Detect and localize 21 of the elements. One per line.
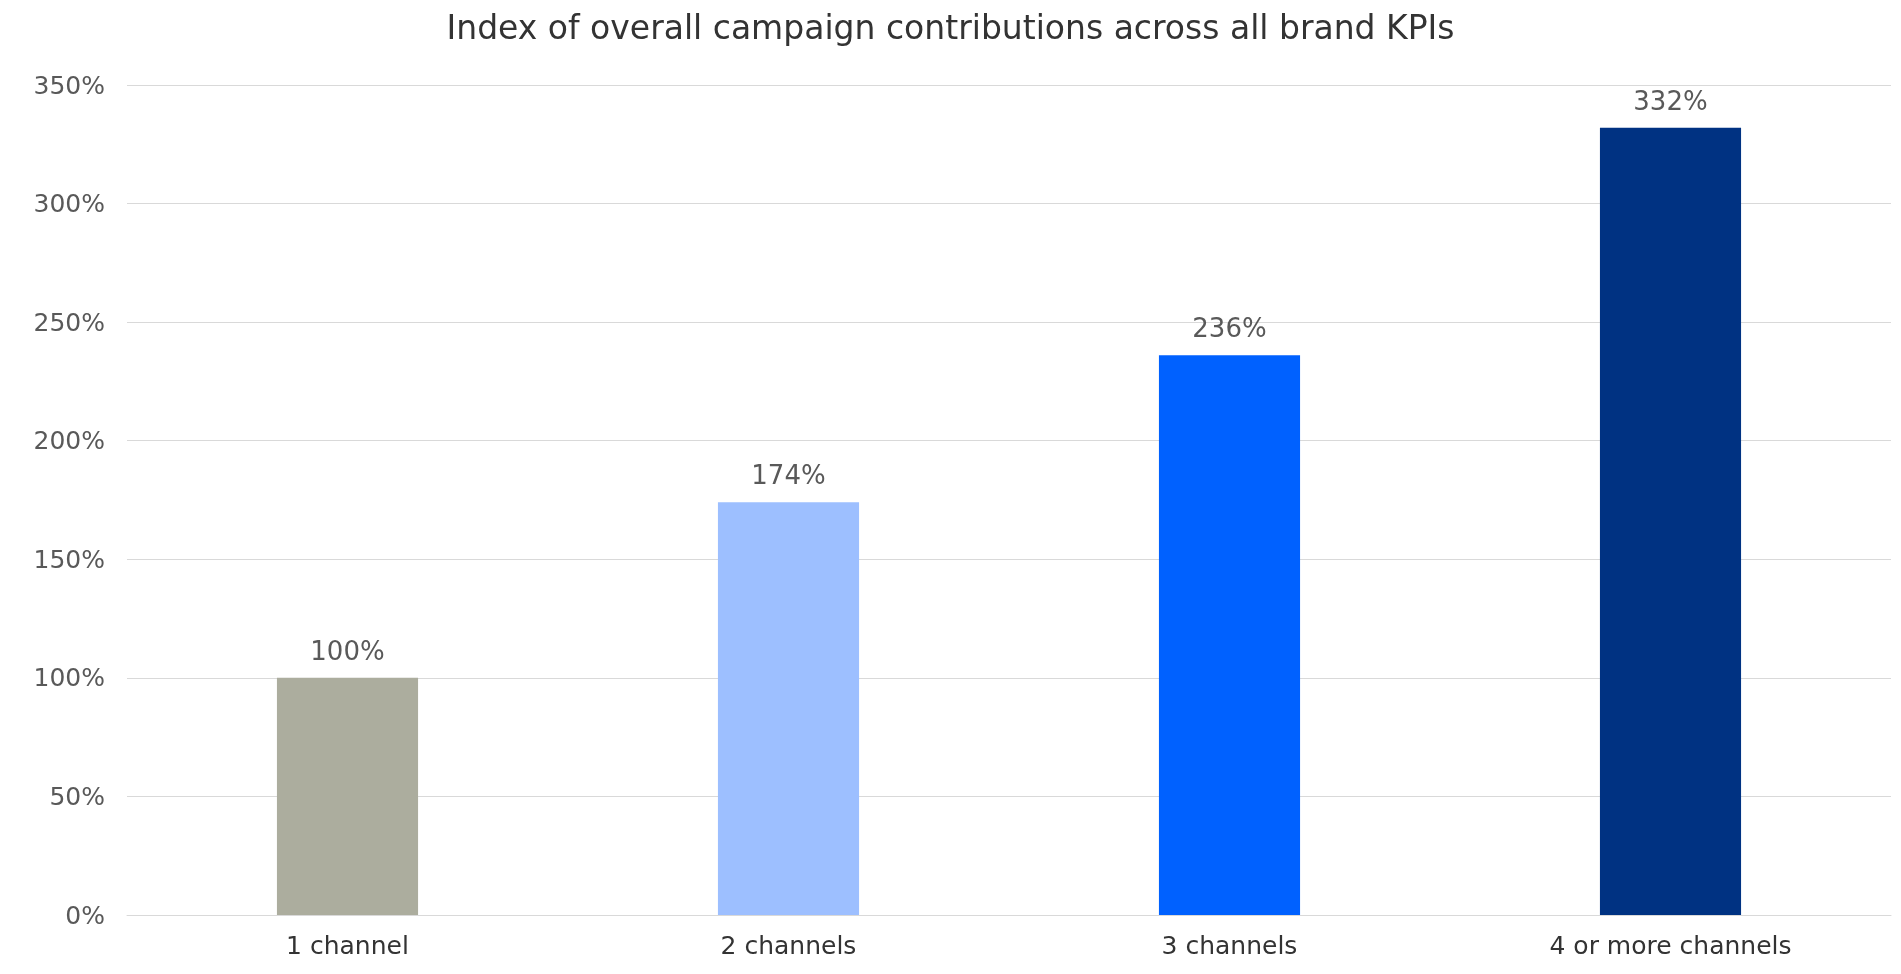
chart-title: Index of overall campaign contributions across all brand KPIs bbox=[446, 8, 1455, 47]
bar bbox=[717, 502, 860, 915]
bar bbox=[1158, 355, 1301, 915]
data-label: 236% bbox=[1192, 313, 1267, 344]
x-tick-label: 4 or more channels bbox=[1549, 931, 1792, 960]
y-tick-label: 250% bbox=[33, 307, 105, 337]
y-tick-label: 200% bbox=[33, 426, 105, 456]
x-tick-label: 2 channels bbox=[720, 931, 857, 960]
data-label: 174% bbox=[751, 460, 826, 491]
x-tick-label: 3 channels bbox=[1161, 931, 1298, 960]
y-tick-label: 300% bbox=[33, 189, 105, 219]
y-tick-label: 350% bbox=[33, 70, 105, 100]
data-label: 100% bbox=[310, 635, 385, 666]
y-tick-label: 150% bbox=[33, 544, 105, 574]
y-tick-label: 0% bbox=[65, 900, 105, 930]
bar bbox=[1599, 127, 1742, 915]
data-label: 332% bbox=[1633, 85, 1708, 116]
bar bbox=[276, 677, 419, 915]
y-tick-label: 100% bbox=[33, 663, 105, 693]
x-tick-label: 1 channel bbox=[286, 931, 409, 960]
y-tick-label: 50% bbox=[49, 781, 105, 811]
